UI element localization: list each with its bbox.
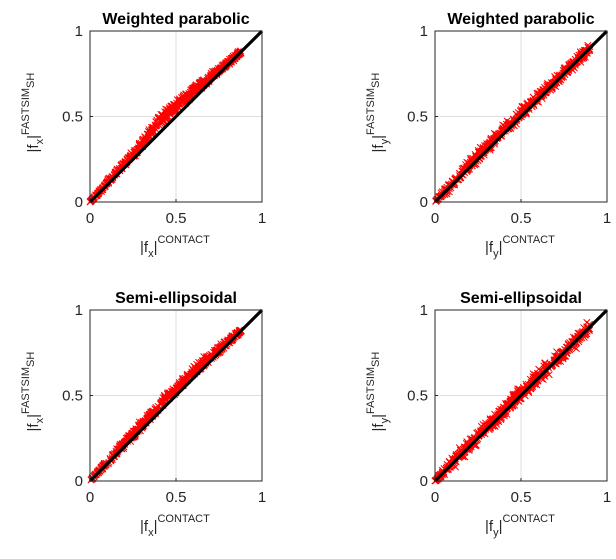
x-tick-label: 1 <box>258 210 266 227</box>
x-tick-label: 0 <box>431 489 439 506</box>
scatter-point <box>208 67 217 75</box>
scatter-point <box>175 96 183 104</box>
panel-3: 0 0.5 1 0 0.5 1 Semi-ellipsoidal |fx|CONTACT |fx… <box>20 290 266 539</box>
scatter-point <box>193 360 201 368</box>
scatter-point <box>529 370 537 378</box>
y-tick-label: 0 <box>75 194 83 211</box>
y-tick-label: 1 <box>75 23 83 40</box>
panel-1: 0 0.5 1 0 0.5 1 Weighted parabolic |fx|CONTACT |… <box>20 11 266 260</box>
x-axis-label: |fx|CONTACT <box>140 513 210 539</box>
y-tick-label: 0.5 <box>407 388 428 405</box>
reference-line <box>433 308 609 483</box>
panel-2: 0 0.5 1 0 0.5 1 Weighted parabolic |fy|CONTACT |… <box>365 11 611 260</box>
x-tick-label: 1 <box>258 489 266 506</box>
scatter-point <box>136 142 144 150</box>
scatter-point <box>163 113 171 121</box>
y-tick-label: 0.5 <box>407 109 428 126</box>
scatter-point <box>129 427 137 435</box>
reference-line <box>88 308 264 483</box>
scatter-point <box>148 128 156 136</box>
scatter-point <box>195 79 203 87</box>
scatter-point <box>142 134 150 142</box>
scatter-point <box>148 408 156 416</box>
x-tick-label: 0.5 <box>511 210 532 227</box>
scatter-point <box>523 99 532 107</box>
y-tick-label: 1 <box>420 302 428 319</box>
y-axis-label: |fy|FASTSIMSH <box>365 73 391 153</box>
y-axis-label: |fy|FASTSIMSH <box>365 352 391 432</box>
x-axis-label: |fx|CONTACT <box>140 234 210 260</box>
y-tick-label: 0.5 <box>62 109 83 126</box>
scatter-point <box>122 434 130 442</box>
x-tick-label: 0.5 <box>166 489 187 506</box>
scatter-point <box>467 154 475 162</box>
scatter-point <box>164 389 172 397</box>
x-tick-label: 1 <box>603 210 611 227</box>
panel-title: Semi-ellipsoidal <box>115 290 237 307</box>
panel-title: Semi-ellipsoidal <box>460 290 582 307</box>
scatter-point <box>158 111 166 119</box>
x-axis-label: |fy|CONTACT <box>485 513 555 539</box>
panel-title: Weighted parabolic <box>447 11 594 28</box>
scatter-point <box>197 79 205 87</box>
y-tick-label: 1 <box>75 302 83 319</box>
scatter-point <box>161 395 169 404</box>
y-tick-label: 0.5 <box>62 388 83 405</box>
scatter-point <box>184 92 192 100</box>
x-tick-label: 0 <box>86 210 94 227</box>
x-tick-label: 0.5 <box>166 210 187 227</box>
scatter-point <box>198 357 206 365</box>
y-axis-label: |fx|FASTSIMSH <box>20 73 46 153</box>
x-tick-label: 1 <box>603 489 611 506</box>
y-tick-label: 1 <box>420 23 428 40</box>
y-tick-label: 0 <box>75 473 83 490</box>
reference-line <box>88 29 264 204</box>
y-tick-label: 0 <box>420 473 428 490</box>
scatter-point <box>499 124 507 132</box>
x-tick-label: 0 <box>431 210 439 227</box>
scatter-point <box>185 90 193 98</box>
scatter-point <box>148 126 156 134</box>
reference-line <box>433 29 609 204</box>
x-tick-label: 0.5 <box>511 489 532 506</box>
scatter-point <box>191 86 199 95</box>
x-tick-label: 0 <box>86 489 94 506</box>
scatter-point <box>535 365 543 373</box>
y-tick-label: 0 <box>420 194 428 211</box>
scatter-point <box>202 355 210 363</box>
scatter-point <box>161 394 169 402</box>
scatter-point <box>167 108 175 116</box>
y-axis-label: |fx|FASTSIMSH <box>20 352 46 432</box>
panel-title: Weighted parabolic <box>102 11 249 28</box>
scatter-point <box>127 149 135 157</box>
panel-4: 0 0.5 1 0 0.5 1 Semi-ellipsoidal |fy|CONTACT |fy… <box>365 290 611 539</box>
scatter-point <box>455 444 463 452</box>
x-axis-label: |fy|CONTACT <box>485 234 555 260</box>
scatter-point <box>151 121 159 129</box>
scatter-point <box>167 102 175 110</box>
scatter-point <box>178 377 186 386</box>
